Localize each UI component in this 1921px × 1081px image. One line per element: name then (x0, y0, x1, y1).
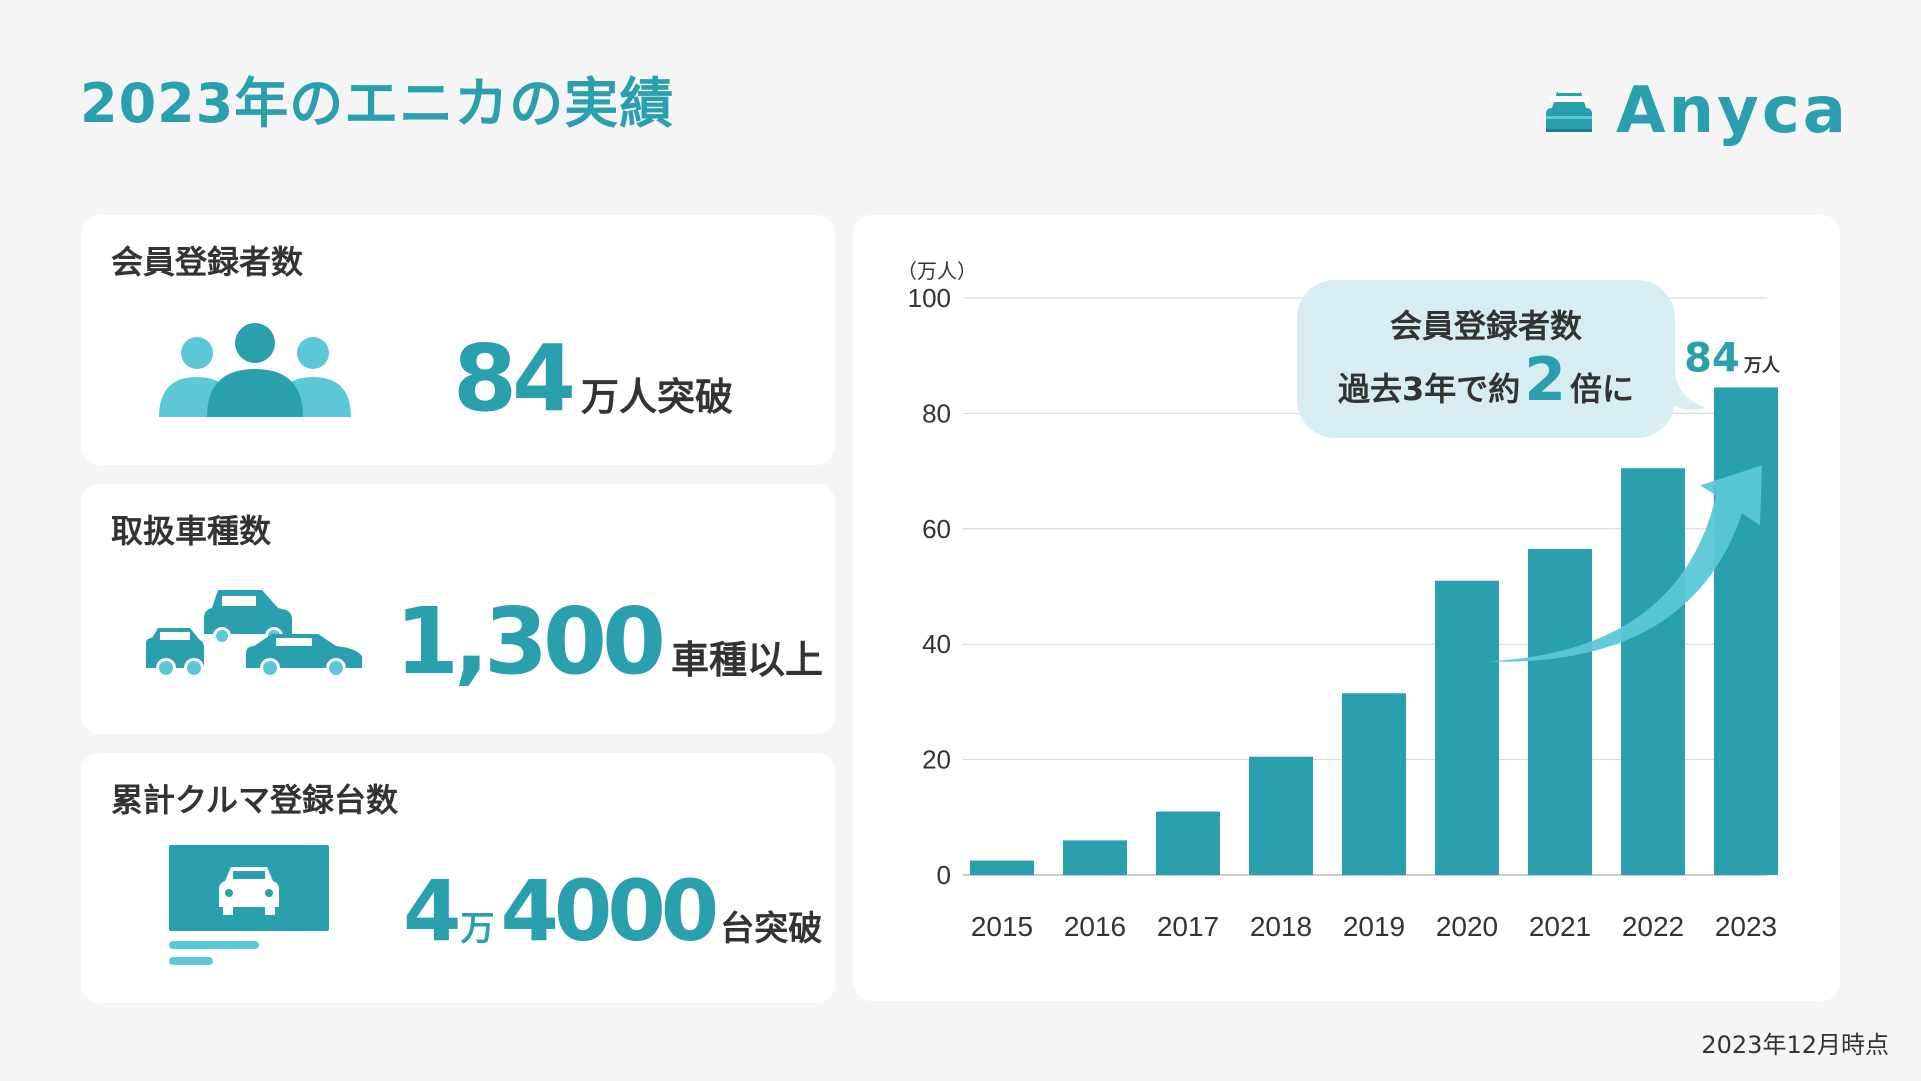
x-tick-label: 2020 (1436, 911, 1498, 942)
card-title: 累計クルマ登録台数 (111, 781, 399, 819)
x-tick-label: 2022 (1622, 911, 1684, 942)
bar-2017 (1156, 811, 1220, 875)
callout-line1: 会員登録者数 (1389, 307, 1582, 345)
bar-2018 (1249, 756, 1313, 875)
car-models-unit: 車種以上 (671, 638, 824, 682)
registered-cars-stat: 4 万 4000 台突破 (403, 869, 822, 953)
x-tick-label: 2021 (1529, 911, 1591, 942)
car-logo-icon (1546, 90, 1592, 132)
member-count-value: 84 (453, 325, 576, 432)
bar-2021 (1528, 548, 1592, 875)
y-tick-label: 80 (922, 398, 951, 428)
trend-arrow-icon (1487, 465, 1762, 662)
y-tick-label: 0 (937, 860, 951, 890)
y-tick-label: 60 (922, 514, 951, 544)
member-count-stat: 84 万人突破 (453, 333, 733, 425)
y-tick-label: 40 (922, 629, 951, 659)
people-icon (159, 323, 351, 417)
bar-2015 (970, 860, 1034, 875)
callout-line2: 過去3年で約2 倍に (1297, 350, 1675, 410)
y-tick-label: 20 (922, 745, 951, 775)
growth-callout: 会員登録者数 過去3年で約2 倍に (1297, 280, 1675, 438)
callout-suffix: 倍に (1570, 370, 1635, 408)
callout-prefix: 過去3年で約 (1337, 370, 1521, 408)
x-tick-label: 2023 (1715, 911, 1777, 942)
page-title: 2023年のエニカの実績 (80, 72, 675, 135)
callout-highlight: 2 (1524, 345, 1566, 415)
x-tick-label: 2018 (1250, 911, 1312, 942)
registered-cars-value-part2: 4000 (500, 862, 719, 960)
cars-icon (146, 590, 362, 678)
registered-cars-value-part1: 4 (403, 862, 461, 960)
data-label-2023: 84 万人 (1684, 335, 1781, 381)
car-models-value: 1,300 (395, 588, 666, 695)
x-tick-label: 2016 (1064, 911, 1126, 942)
anyca-logo: Anyca (1540, 66, 1849, 156)
card-title: 会員登録者数 (111, 243, 304, 281)
bar-2016 (1063, 840, 1127, 875)
x-tick-label: 2015 (971, 911, 1033, 942)
logo-text: Anyca (1616, 74, 1849, 148)
x-tick-label: 2019 (1343, 911, 1405, 942)
car-listing-icon (169, 845, 329, 965)
y-unit-label: （万人） (897, 259, 977, 283)
registered-cars-card: 累計クルマ登録台数 4 万 4000 台突破 (81, 753, 835, 1003)
x-tick-label: 2017 (1157, 911, 1219, 942)
bar-2022 (1621, 468, 1685, 875)
bar-2023 (1714, 387, 1778, 875)
registered-cars-unit-mid: 万 (460, 909, 495, 949)
footnote: 2023年12月時点 (1701, 1031, 1889, 1059)
member-count-unit: 万人突破 (581, 375, 734, 419)
member-count-card: 会員登録者数 84 万人突破 (81, 215, 835, 465)
registered-cars-unit-end: 台突破 (720, 909, 823, 949)
car-models-stat: 1,300 車種以上 (395, 596, 823, 688)
y-tick-label: 100 (908, 283, 951, 313)
bar-2020 (1435, 580, 1499, 875)
car-models-card: 取扱車種数 1,300 車種以上 (81, 484, 835, 734)
callout-tail (1662, 374, 1706, 410)
bar-2019 (1342, 693, 1406, 875)
card-title: 取扱車種数 (111, 512, 272, 550)
